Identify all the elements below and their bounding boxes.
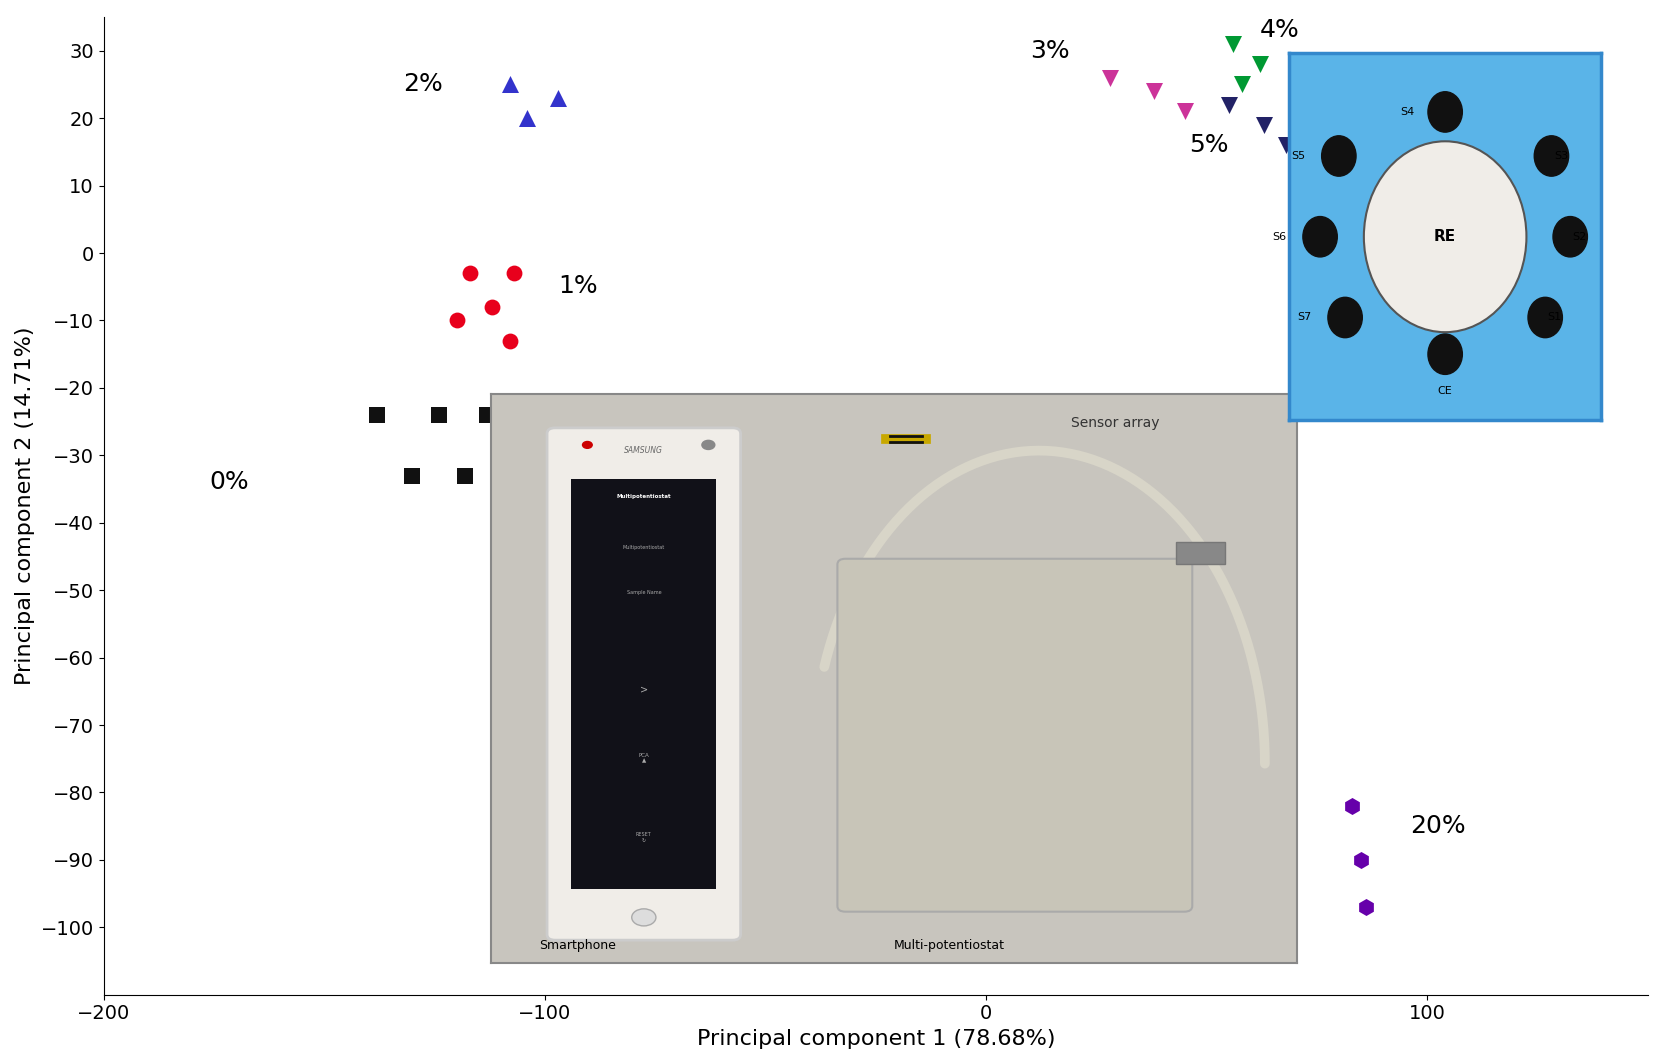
- Text: >: >: [640, 685, 649, 695]
- Text: SAMSUNG: SAMSUNG: [624, 446, 664, 455]
- Point: [452, 467, 479, 484]
- Text: Multipotentiostat: Multipotentiostat: [617, 494, 672, 499]
- Point: [426, 406, 452, 423]
- Text: RE: RE: [1434, 229, 1457, 245]
- Circle shape: [1364, 142, 1527, 332]
- Text: 10%: 10%: [1437, 99, 1492, 123]
- Point: [1171, 103, 1197, 120]
- Text: S1: S1: [1548, 313, 1562, 322]
- Text: Sensor array: Sensor array: [1071, 416, 1159, 431]
- Circle shape: [582, 442, 592, 448]
- Bar: [572, 479, 717, 888]
- Text: 2%: 2%: [404, 72, 444, 96]
- Circle shape: [1322, 136, 1355, 177]
- Point: [1339, 797, 1365, 814]
- Circle shape: [1528, 297, 1563, 337]
- Text: 0%: 0%: [210, 470, 249, 494]
- Point: [474, 406, 501, 423]
- Point: [496, 332, 522, 349]
- Circle shape: [1429, 334, 1462, 375]
- Circle shape: [1535, 136, 1568, 177]
- Point: [514, 110, 540, 127]
- Point: [399, 467, 426, 484]
- Text: S7: S7: [1297, 313, 1312, 322]
- Text: RESET
↻: RESET ↻: [635, 832, 652, 843]
- Point: [1405, 130, 1432, 147]
- X-axis label: Principal component 1 (78.68%): Principal component 1 (78.68%): [697, 1029, 1054, 1049]
- Point: [1335, 96, 1362, 113]
- Circle shape: [702, 440, 715, 449]
- Circle shape: [1302, 217, 1337, 256]
- Circle shape: [632, 909, 655, 926]
- Point: [456, 265, 482, 282]
- Point: [1349, 851, 1375, 868]
- Text: Sample Name: Sample Name: [627, 591, 662, 596]
- FancyBboxPatch shape: [547, 428, 740, 941]
- Point: [501, 265, 527, 282]
- Text: Smartphone: Smartphone: [539, 938, 615, 951]
- Text: 1%: 1%: [559, 275, 597, 299]
- Circle shape: [1429, 92, 1462, 132]
- Point: [1096, 69, 1123, 86]
- Point: [1221, 35, 1247, 52]
- Point: [444, 312, 471, 329]
- Point: [1272, 136, 1299, 153]
- Point: [1352, 899, 1379, 916]
- Text: Sensor array: Sensor array: [1472, 185, 1587, 203]
- Text: Multi-potentiostat: Multi-potentiostat: [895, 938, 1004, 951]
- Text: S2: S2: [1573, 232, 1587, 242]
- Text: 4%: 4%: [1259, 18, 1299, 43]
- Point: [479, 299, 506, 316]
- Text: S4: S4: [1400, 107, 1415, 117]
- FancyBboxPatch shape: [838, 559, 1192, 912]
- Point: [1370, 116, 1397, 133]
- Point: [496, 76, 522, 93]
- Text: S6: S6: [1272, 232, 1287, 242]
- Text: PCA
▲: PCA ▲: [639, 752, 649, 763]
- Point: [545, 89, 572, 106]
- Text: Multipotentiostat: Multipotentiostat: [622, 545, 665, 550]
- Text: 3%: 3%: [1029, 38, 1069, 63]
- Y-axis label: Principal component 2 (14.71%): Principal component 2 (14.71%): [15, 327, 35, 685]
- Point: [1246, 55, 1272, 72]
- Circle shape: [1329, 297, 1362, 337]
- Point: [364, 406, 391, 423]
- Text: S3: S3: [1553, 151, 1568, 161]
- Bar: [1176, 542, 1224, 565]
- Text: S5: S5: [1290, 151, 1305, 161]
- Point: [1229, 76, 1256, 93]
- Point: [1141, 83, 1167, 100]
- Text: CE: CE: [1438, 386, 1452, 396]
- Circle shape: [1553, 217, 1588, 256]
- Point: [1251, 116, 1277, 133]
- Point: [1216, 96, 1242, 113]
- Text: 5%: 5%: [1189, 133, 1229, 156]
- Text: 20%: 20%: [1410, 814, 1465, 838]
